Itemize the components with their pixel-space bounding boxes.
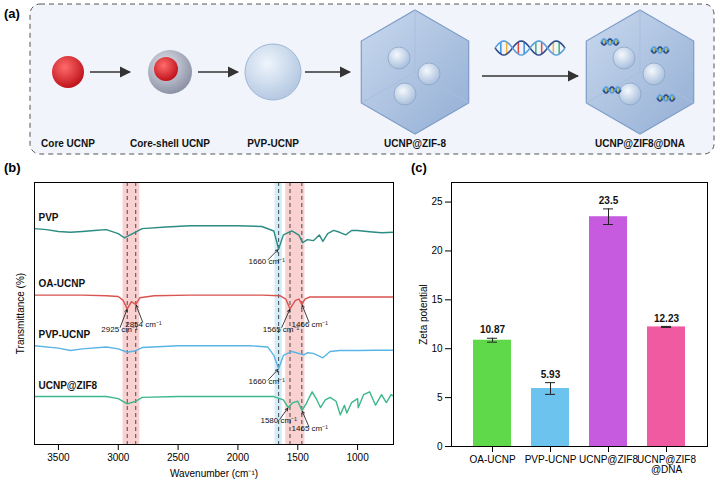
- svg-text:Transmittance (%): Transmittance (%): [15, 273, 26, 354]
- svg-text:1580 cm⁻¹: 1580 cm⁻¹: [260, 416, 297, 426]
- svg-text:PVP-UCNP: PVP-UCNP: [39, 329, 91, 340]
- svg-text:2000: 2000: [227, 452, 250, 463]
- html-text:(b): (b): [4, 160, 21, 175]
- html-text:(c): (c): [411, 160, 427, 175]
- svg-text:UCNP@ZIF8@DNA: UCNP@ZIF8@DNA: [637, 454, 696, 475]
- svg-text:Core-shell UCNP: Core-shell UCNP: [130, 138, 210, 149]
- svg-text:0: 0: [437, 441, 443, 452]
- svg-text:OA-UCNP: OA-UCNP: [39, 278, 86, 289]
- svg-text:10: 10: [431, 343, 443, 354]
- svg-text:Zeta potential: Zeta potential: [418, 284, 429, 345]
- svg-text:PVP-UCNP: PVP-UCNP: [525, 454, 577, 465]
- svg-text:5.93: 5.93: [541, 369, 561, 380]
- svg-text:PVP: PVP: [39, 212, 59, 223]
- svg-text:1465 cm⁻¹: 1465 cm⁻¹: [292, 424, 329, 433]
- svg-text:15: 15: [431, 294, 443, 305]
- svg-text:12.23: 12.23: [654, 313, 679, 324]
- html-text:(a): (a): [4, 6, 20, 21]
- svg-text:OA-UCNP: OA-UCNP: [469, 454, 515, 465]
- svg-text:1565 cm⁻¹: 1565 cm⁻¹: [262, 324, 300, 334]
- svg-text:UCNP@ZIF8: UCNP@ZIF8: [39, 380, 98, 391]
- svg-text:PVP-UCNP: PVP-UCNP: [247, 138, 299, 149]
- svg-text:1000: 1000: [346, 452, 369, 463]
- svg-text:1660 cm⁻¹: 1660 cm⁻¹: [248, 257, 285, 266]
- svg-text:UCNP@ZIF-8: UCNP@ZIF-8: [384, 138, 446, 149]
- svg-text:Core UCNP: Core UCNP: [41, 138, 95, 149]
- svg-text:2925 cm⁻¹: 2925 cm⁻¹: [101, 324, 138, 334]
- svg-text:25: 25: [431, 196, 443, 207]
- svg-text:1500: 1500: [287, 452, 310, 463]
- svg-text:20: 20: [431, 245, 443, 256]
- svg-text:1660 cm⁻¹: 1660 cm⁻¹: [248, 377, 285, 386]
- svg-text:Wavenumber (cm⁻¹): Wavenumber (cm⁻¹): [170, 468, 258, 479]
- svg-text:23.5: 23.5: [599, 195, 619, 206]
- svg-text:UCNP@ZIF8@DNA: UCNP@ZIF8@DNA: [595, 138, 685, 149]
- svg-text:3500: 3500: [47, 452, 70, 463]
- svg-text:10.87: 10.87: [480, 324, 505, 335]
- svg-text:UCNP@ZIF8: UCNP@ZIF8: [579, 454, 638, 465]
- svg-text:2500: 2500: [167, 452, 190, 463]
- svg-text:1466 cm⁻¹: 1466 cm⁻¹: [292, 320, 329, 329]
- svg-text:3000: 3000: [107, 452, 130, 463]
- svg-text:5: 5: [437, 392, 443, 403]
- svg-text:2854 cm⁻¹: 2854 cm⁻¹: [125, 320, 162, 329]
